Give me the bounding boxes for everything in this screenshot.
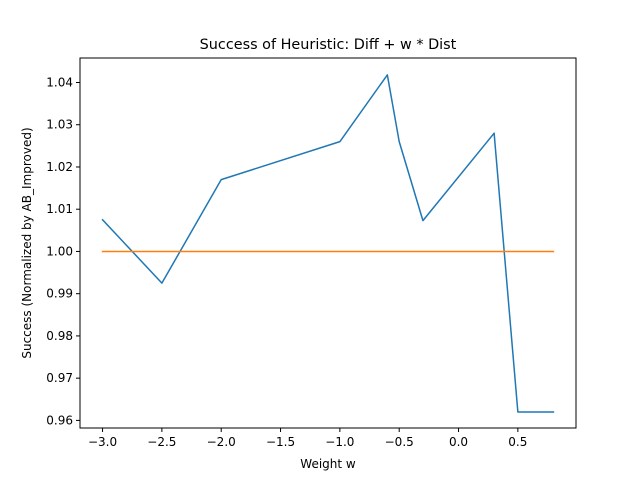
y-tick-label: 1.01 <box>46 202 73 216</box>
x-tick-label: −0.5 <box>385 435 414 449</box>
y-tick-label: 0.99 <box>46 287 73 301</box>
y-axis-ticks: 0.96 0.97 0.98 0.99 1.00 1.01 1.02 1.03 1.04 <box>46 75 80 427</box>
y-tick-label: 1.03 <box>46 118 73 132</box>
y-axis-label: Success (Normalized by AB_Improved) <box>20 127 34 358</box>
x-tick-label: −1.5 <box>266 435 295 449</box>
series-line-1 <box>101 74 555 413</box>
y-tick-label: 1.00 <box>46 244 73 258</box>
x-tick-label: −2.0 <box>207 435 236 449</box>
plot-area: −3.0 −2.5 −2.0 −1.5 −1.0 −0.5 0.0 0.5 0.960.970… <box>46 57 577 449</box>
y-tick-label: 0.98 <box>46 329 73 343</box>
plot-frame <box>79 57 577 429</box>
x-axis-ticks: −3.0 −2.5 −2.0 −1.5 −1.0 −0.5 0.0 0.5 <box>88 428 527 449</box>
x-tick-label: 0.5 <box>508 435 527 449</box>
x-axis-label: Weight w <box>300 457 356 471</box>
series-layer <box>101 74 555 413</box>
x-tick-label: 0.0 <box>449 435 468 449</box>
y-tick-label: 0.96 <box>46 413 73 427</box>
x-tick-label: −2.5 <box>147 435 176 449</box>
y-tick-label: 1.04 <box>46 75 73 89</box>
y-tick-label: 0.97 <box>46 371 73 385</box>
x-tick-label: −3.0 <box>88 435 117 449</box>
y-tick-label: 1.02 <box>46 160 73 174</box>
x-tick-label: −1.0 <box>325 435 354 449</box>
chart-title: Success of Heuristic: Diff + w * Dist <box>200 37 457 53</box>
